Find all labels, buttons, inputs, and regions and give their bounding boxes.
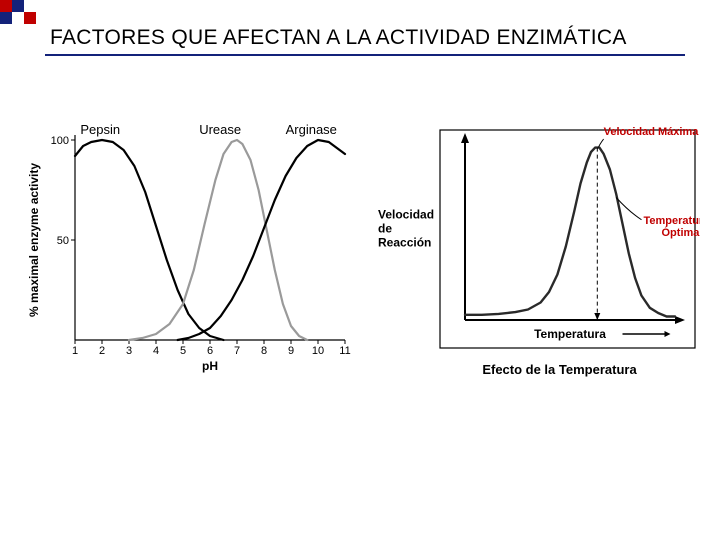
decoration-square [24, 0, 36, 12]
decoration-square [12, 12, 24, 24]
temperature-curve [465, 148, 675, 317]
svg-text:2: 2 [99, 345, 105, 357]
svg-text:Urease: Urease [199, 122, 241, 137]
svg-text:1: 1 [72, 345, 78, 357]
charts-row: 1 2 3 4 5 6 7 8 9 10 11 50 100 pH % maximal enzyme act… [20, 120, 700, 410]
svg-text:Temperatura: Temperatura [534, 327, 606, 341]
svg-text:9: 9 [288, 345, 294, 357]
svg-text:% maximal enzyme activity: % maximal enzyme activity [27, 163, 41, 317]
svg-text:10: 10 [312, 345, 324, 357]
svg-text:Temperatura: Temperatura [644, 215, 701, 227]
series-arginase [178, 140, 345, 340]
svg-text:Óptima: Óptima [662, 226, 701, 239]
decoration-square [0, 0, 12, 12]
svg-text:8: 8 [261, 345, 267, 357]
svg-text:Pepsin: Pepsin [80, 122, 120, 137]
svg-text:50: 50 [57, 235, 69, 247]
svg-text:7: 7 [234, 345, 240, 357]
svg-text:5: 5 [180, 345, 186, 357]
svg-text:4: 4 [153, 345, 159, 357]
svg-text:Arginase: Arginase [286, 122, 337, 137]
svg-text:Velocidad Máxima: Velocidad Máxima [604, 126, 700, 138]
decoration-square [24, 12, 36, 24]
svg-text:Velocidad: Velocidad [378, 208, 434, 222]
decoration-square [12, 0, 24, 12]
svg-text:pH: pH [202, 359, 218, 373]
svg-text:Efecto de la Temperatura: Efecto de la Temperatura [482, 362, 637, 377]
title-underline [45, 54, 685, 56]
temperature-effect-chart: VelocidaddeReacción Temperatura Efecto de … [370, 120, 700, 380]
svg-text:11: 11 [339, 345, 350, 357]
svg-text:de: de [378, 222, 392, 236]
series-urease [129, 140, 307, 340]
ph-activity-chart: 1 2 3 4 5 6 7 8 9 10 11 50 100 pH % maximal enzyme act… [20, 120, 360, 380]
svg-text:3: 3 [126, 345, 132, 357]
decoration-square [0, 12, 12, 24]
svg-text:6: 6 [207, 345, 213, 357]
svg-text:100: 100 [51, 135, 69, 147]
svg-text:Reacción: Reacción [378, 236, 431, 250]
page-title: FACTORES QUE AFECTAN A LA ACTIVIDAD ENZI… [50, 26, 690, 50]
